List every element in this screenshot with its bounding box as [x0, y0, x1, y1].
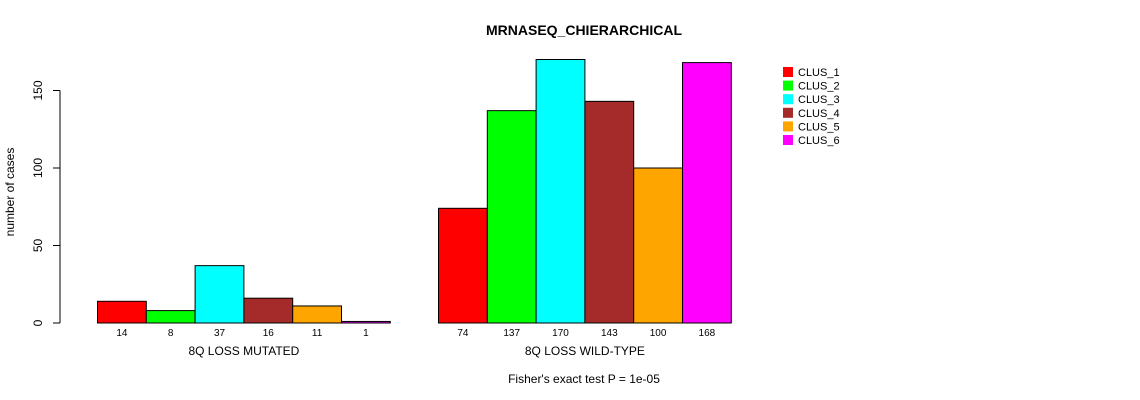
y-tick-label: 0 — [31, 319, 45, 326]
chart-title: MRNASEQ_CHIERARCHICAL — [486, 22, 682, 38]
legend-swatch — [783, 80, 793, 91]
bar-group: 14 8 37 16 11 18Q LOSS MUTATED — [97, 265, 391, 358]
bar — [194, 265, 245, 324]
bar — [145, 310, 196, 324]
legend-item: CLUS_3 — [783, 94, 840, 106]
bar-count-label: 170 — [552, 328, 569, 339]
y-axis-label: number of cases — [3, 148, 17, 237]
y-tick-label: 50 — [31, 239, 45, 253]
bar-count-label: 8 — [168, 328, 174, 339]
bar-count-label: 168 — [699, 328, 716, 339]
bar — [438, 207, 488, 324]
legend-swatch — [783, 94, 793, 105]
bar — [584, 100, 635, 324]
legend-swatch — [783, 121, 793, 132]
bar-count-label: 14 — [116, 328, 128, 339]
legend-item: CLUS_1 — [783, 67, 840, 79]
bar — [292, 305, 343, 324]
y-tick-label: 100 — [31, 158, 45, 178]
legend-item: CLUS_5 — [783, 121, 840, 133]
bar-group: 74 137 170 143 100 168 8Q LOSS WILD-TYPE — [438, 59, 732, 358]
legend-item: CLUS_4 — [783, 107, 840, 120]
bar-count-label: 16 — [263, 328, 275, 339]
bar-count-label: 100 — [650, 328, 667, 339]
bar-count-label: 137 — [503, 328, 520, 339]
legend-label: CLUS_3 — [798, 94, 840, 106]
y-axis: 0 50 100 150 — [31, 80, 61, 326]
legend-label: CLUS_5 — [798, 121, 840, 133]
legend-item: CLUS_2 — [783, 80, 840, 93]
bar — [633, 167, 684, 324]
bar-count-label: 37 — [214, 328, 226, 339]
bar-count-label: 143 — [601, 328, 618, 339]
bar — [682, 62, 732, 324]
bar — [97, 300, 147, 324]
legend-label: CLUS_4 — [798, 108, 840, 120]
legend-label: CLUS_1 — [798, 67, 840, 79]
group-label: 8Q LOSS MUTATED — [188, 344, 299, 358]
bar-count-label: 1 — [363, 328, 369, 339]
legend-label: CLUS_6 — [798, 135, 840, 147]
legend-label: CLUS_2 — [798, 81, 840, 93]
bar — [341, 320, 391, 324]
bar — [535, 59, 586, 324]
bar-count-label: 11 — [312, 328, 323, 339]
legend-swatch — [783, 135, 793, 145]
legend-swatch — [783, 67, 793, 77]
footer-pvalue: Fisher's exact test P = 1e-05 — [508, 372, 660, 386]
legend-item: CLUS_6 — [783, 135, 840, 147]
y-tick-label: 150 — [31, 80, 45, 100]
bar — [486, 110, 537, 324]
bar — [243, 297, 294, 324]
group-label: 8Q LOSS WILD-TYPE — [525, 344, 645, 358]
legend-swatch — [783, 107, 793, 118]
bar-count-label: 74 — [457, 328, 469, 339]
